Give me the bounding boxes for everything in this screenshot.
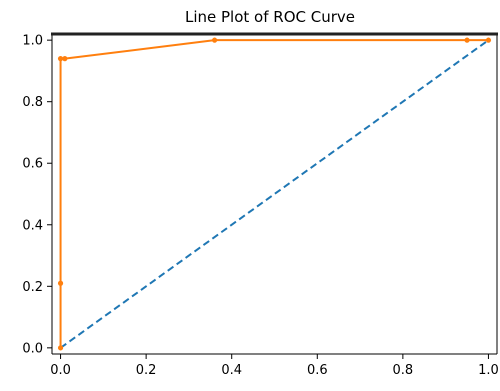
x-tick-label: 0.6	[307, 363, 328, 378]
roc-point	[57, 280, 64, 286]
y-tick-label: 0.8	[22, 95, 43, 110]
x-tick-label: 0.2	[136, 363, 157, 378]
x-tick-label: 0.4	[221, 363, 242, 378]
y-tick-label: 0.2	[22, 280, 43, 295]
roc-point	[464, 37, 470, 43]
y-tick-label: 0.6	[22, 157, 43, 172]
x-tick-label: 0.0	[50, 363, 71, 378]
plot-area: 0.0 0.2 0.4 0.6 0.8 1.0 0.0 0.2 0.4 0.6 0.8 1.0	[22, 32, 499, 378]
x-tick-label: 0.8	[393, 363, 414, 378]
no-skill-line	[59, 39, 490, 349]
y-tick-label: 0.0	[22, 341, 43, 356]
chart-title: Line Plot of ROC Curve	[185, 8, 355, 26]
roc-point	[211, 37, 218, 43]
roc-point	[57, 345, 64, 351]
y-tick-label: 0.4	[22, 218, 43, 233]
x-tick-label: 1.0	[478, 363, 499, 378]
roc-point	[62, 56, 68, 62]
roc-point	[485, 37, 492, 43]
roc-point	[57, 56, 64, 62]
y-tick-label: 1.0	[22, 34, 43, 49]
